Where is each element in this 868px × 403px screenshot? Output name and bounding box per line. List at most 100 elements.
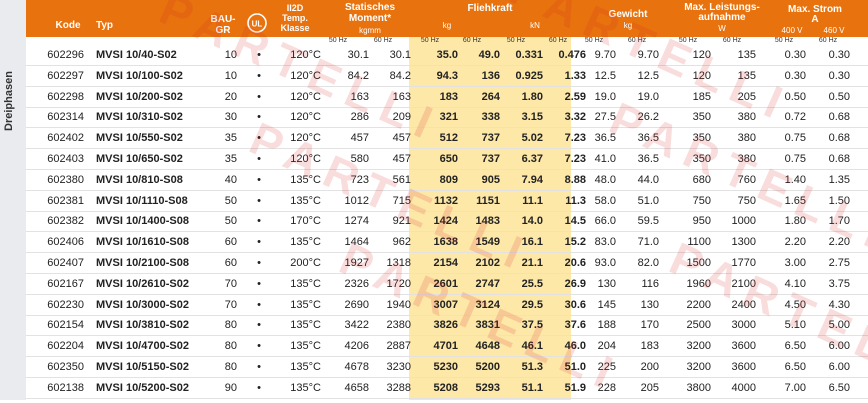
header-unit-kg: kg [442,21,452,30]
table-row: 602407 MVSI 10/2100-S08 60 • 200°C 1927 1318 21… [26,253,868,274]
table-row: 602204 MVSI 10/4700-S02 80 • 135°C 4206 2887 47… [26,336,868,358]
cell-kg60: 1483 [475,215,500,228]
cell-kn50: 29.5 [521,298,543,311]
table-row: 602380 MVSI 10/810-S08 40 • 135°C 723 561 809 90… [26,170,868,191]
cell-g60: 71.0 [637,236,659,249]
cell-p50: 3800 [686,381,711,394]
cell-kn60: 20.6 [564,257,586,269]
header-unit-kn: kN [530,21,540,30]
cell-bau: 60 [224,236,237,249]
cell-dot: • [257,194,261,207]
cell-s460: 0.68 [828,132,850,145]
cell-kn60: 2.59 [564,90,586,103]
cell-kg60: 2747 [475,277,500,290]
cell-m60: 457 [392,132,411,145]
cell-code: 602382 [47,215,84,228]
cell-bau: 10 [224,49,237,61]
cell-p50: 950 [692,215,711,228]
table-row: 602154 MVSI 10/3810-S02 80 • 135°C 3422 2380 38… [26,315,868,337]
cell-s400: 5.10 [784,319,806,332]
header-leistung-unit: W [718,24,726,33]
cell-s460: 3.75 [828,277,850,290]
cell-p60: 380 [737,111,756,124]
cell-dot: • [257,215,261,228]
cell-m60: 561 [392,173,411,186]
cell-g50: 228 [597,381,616,394]
cell-g60: 116 [641,277,659,290]
header-gewicht-unit: kg [623,21,633,30]
cell-kg50: 183 [439,90,458,103]
cell-kg50: 1132 [434,194,458,207]
cell-m60: 209 [392,111,411,124]
cell-kn50: 11.1 [522,194,543,207]
cell-dot: • [257,381,261,394]
cell-dot: • [257,277,261,290]
header-moment-1: Statisches [344,2,396,13]
cell-s400: 4.10 [784,277,806,290]
cell-kg60: 1151 [476,194,500,207]
cell-m60: 3230 [386,361,411,373]
cell-kn50: 0.925 [515,69,543,82]
table-row: 602403 MVSI 10/650-S02 35 • 120°C 580 457 650 73… [26,149,868,170]
cell-code: 602204 [47,340,84,353]
cell-kn50: 0.331 [515,49,543,61]
cell-p60: 205 [737,90,756,103]
cell-m50: 163 [350,90,369,103]
cell-g60: 205 [640,381,659,394]
cell-kg50: 35.0 [436,49,458,61]
cell-s460: 1.50 [828,194,850,207]
cell-g50: 93.0 [594,257,616,269]
cell-dot: • [257,340,261,353]
header-leistung-1: Max. Leistungs- [684,2,760,13]
cell-g50: 41.0 [594,153,616,165]
cell-s460: 2.75 [828,257,850,269]
header-fliehkraft: Fliehkraft [467,3,513,14]
cell-dot: • [257,69,261,82]
cell-s400: 0.75 [784,132,806,145]
cell-typ: MVSI 10/1400-S08 [96,215,189,228]
cell-temp: 120°C [290,49,321,61]
cell-m60: 1318 [386,257,411,269]
cell-temp: 135°C [290,236,321,249]
cell-typ: MVSI 10/1110-S08 [96,194,188,207]
cell-code: 602403 [47,153,84,165]
cell-bau: 80 [224,361,237,373]
cell-m60: 962 [392,236,411,249]
cell-kg50: 3826 [433,319,458,332]
cell-g60: 26.2 [637,111,659,124]
cell-kn50: 51.1 [521,381,543,394]
cell-temp: 135°C [290,340,321,353]
cell-m50: 286 [350,111,369,124]
ul-certification-icon: UL [247,13,267,33]
header-strom-1: Max. Strom [788,4,842,15]
cell-kn50: 25.5 [521,277,543,290]
header-v460: 460 V [823,26,845,35]
cell-kn60: 51.0 [564,361,586,373]
header-code: Kode [55,20,81,31]
cell-p60: 380 [737,153,756,165]
cell-kg50: 5230 [433,361,458,373]
cell-g60: 59.5 [637,215,659,228]
cell-p50: 1960 [686,277,711,290]
header-temp-1: II2D [286,3,304,13]
cell-typ: MVSI 10/550-S02 [96,132,183,145]
cell-kg60: 1549 [475,236,500,249]
cell-dot: • [257,298,261,311]
cell-code: 602154 [47,319,84,332]
cell-m60: 30.1 [389,49,411,61]
table-row: 602230 MVSI 10/3000-S02 70 • 135°C 2690 1940 30… [26,295,868,316]
freq-gewicht-60: 60 Hz [627,37,647,44]
table-row: 602402 MVSI 10/550-S02 35 • 120°C 457 457 512 73… [26,128,868,150]
cell-kg50: 321 [439,111,458,124]
table-row: 602314 MVSI 10/310-S02 30 • 120°C 286 209 321 33… [26,107,868,129]
table-row: 602167 MVSI 10/2610-S02 70 • 135°C 2326 1720 26… [26,274,868,295]
cell-p60: 3600 [731,361,756,373]
cell-g60: 82.0 [637,257,659,269]
header-moment-2: Moment* [348,13,392,24]
cell-p50: 2500 [686,319,711,332]
freq-leistung-50: 50 Hz [678,37,698,44]
cell-typ: MVSI 10/4700-S02 [96,340,189,353]
cell-m50: 4658 [344,381,369,394]
cell-temp: 135°C [290,277,321,290]
cell-code: 602350 [47,361,84,373]
